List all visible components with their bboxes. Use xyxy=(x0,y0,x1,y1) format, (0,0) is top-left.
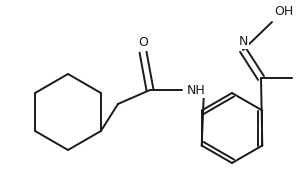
Text: NH: NH xyxy=(187,84,205,96)
Text: OH: OH xyxy=(274,5,293,18)
Text: O: O xyxy=(138,36,148,49)
Text: N: N xyxy=(238,35,248,48)
